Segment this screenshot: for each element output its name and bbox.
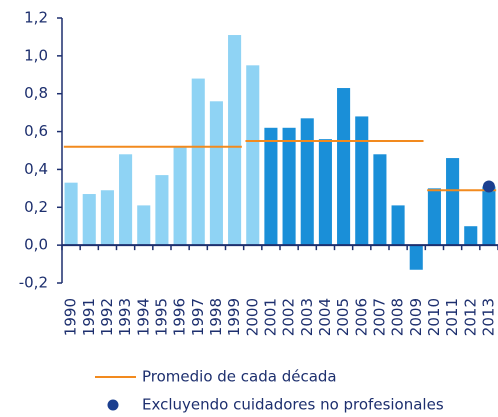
x-tick-label: 1991 <box>80 298 98 336</box>
bar <box>100 190 114 246</box>
x-tick-label: 1998 <box>207 298 225 336</box>
x-tick-label: 2003 <box>298 298 316 336</box>
y-tick-label: 0,4 <box>24 160 48 178</box>
y-tick-label: 0,8 <box>24 84 48 102</box>
y-tick-label: 1,0 <box>24 46 48 64</box>
y-tick-label: 1,2 <box>24 9 48 27</box>
bar <box>337 88 351 246</box>
bar <box>191 78 205 246</box>
bar <box>482 186 496 246</box>
bar <box>446 158 460 246</box>
y-tick-label: 0,2 <box>24 198 48 216</box>
x-tick-label: 2007 <box>370 298 388 336</box>
x-tick-label: 1996 <box>171 298 189 336</box>
legend-dot <box>107 399 119 411</box>
bar <box>391 205 405 246</box>
x-tick-label: 2013 <box>479 298 497 336</box>
bar <box>300 118 314 246</box>
x-tick-label: 2002 <box>280 298 298 336</box>
bar <box>155 175 169 246</box>
x-tick-label: 2011 <box>443 298 461 336</box>
bar <box>373 154 387 246</box>
legend-label: Excluyendo cuidadores no profesionales <box>142 396 444 414</box>
bar <box>209 101 223 246</box>
y-tick-label: -0,2 <box>19 274 48 292</box>
y-tick-label: 0,0 <box>24 236 48 254</box>
legend-label: Promedio de cada década <box>142 368 337 386</box>
y-tick-label: 0,6 <box>24 122 48 140</box>
bar <box>282 127 296 246</box>
bar <box>119 154 133 246</box>
bar <box>409 245 423 270</box>
x-tick-label: 2001 <box>261 298 279 336</box>
x-tick-label: 2008 <box>389 298 407 336</box>
x-tick-label: 2012 <box>461 298 479 336</box>
bar <box>264 127 278 246</box>
x-tick-label: 1999 <box>225 298 243 336</box>
x-tick-label: 2009 <box>407 298 425 336</box>
bar <box>246 65 260 246</box>
point <box>482 180 495 193</box>
x-tick-label: 1997 <box>189 298 207 336</box>
bar <box>173 146 187 246</box>
bar <box>355 116 369 246</box>
x-tick-label: 2000 <box>243 298 261 336</box>
x-tick-label: 2004 <box>316 298 334 336</box>
x-tick-label: 2006 <box>352 298 370 336</box>
x-tick-label: 2010 <box>425 298 443 336</box>
bar <box>318 139 332 246</box>
x-tick-label: 1990 <box>62 298 80 336</box>
bar <box>464 226 478 246</box>
bar <box>82 194 96 246</box>
x-tick-label: 1993 <box>116 298 134 336</box>
bar <box>228 35 242 246</box>
x-tick-label: 1994 <box>134 298 152 336</box>
x-tick-label: 2005 <box>334 298 352 336</box>
bar <box>427 188 441 246</box>
x-tick-label: 1995 <box>152 298 170 336</box>
bar <box>64 182 78 246</box>
x-tick-label: 1992 <box>98 298 116 336</box>
bar <box>137 205 151 246</box>
